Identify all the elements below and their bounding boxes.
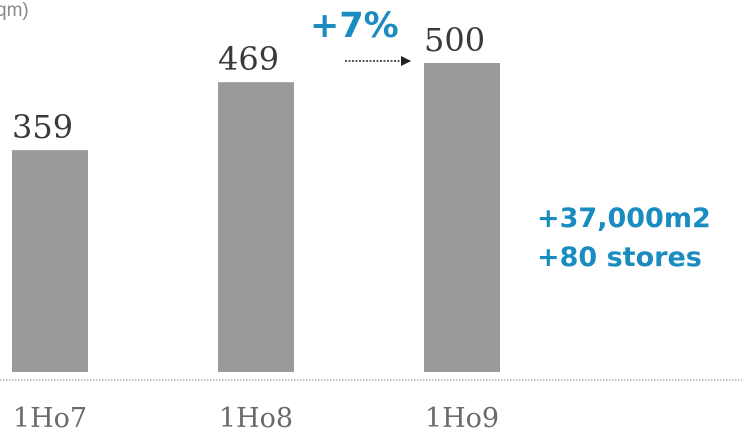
value-label-1h08: 469 (218, 40, 279, 78)
note-stores-added: +80 stores (537, 242, 702, 273)
unit-label: qm) (0, 0, 29, 21)
bar-1h08 (218, 82, 294, 373)
value-labels-group: 359 469 500 (12, 21, 485, 146)
growth-annotation: +7% (310, 6, 399, 46)
bar-1h09 (424, 63, 500, 372)
value-label-1h07: 359 (12, 108, 73, 146)
category-labels-group: 1Ho7 1Ho8 1Ho9 (13, 403, 499, 434)
category-label-1h07: 1Ho7 (13, 403, 87, 434)
category-label-1h09: 1Ho9 (425, 403, 499, 434)
category-label-1h08: 1Ho8 (219, 403, 293, 434)
value-label-1h09: 500 (424, 21, 485, 59)
note-area-added: +37,000m2 (537, 203, 711, 234)
bars-group (12, 63, 500, 373)
bar-1h07 (12, 150, 88, 372)
